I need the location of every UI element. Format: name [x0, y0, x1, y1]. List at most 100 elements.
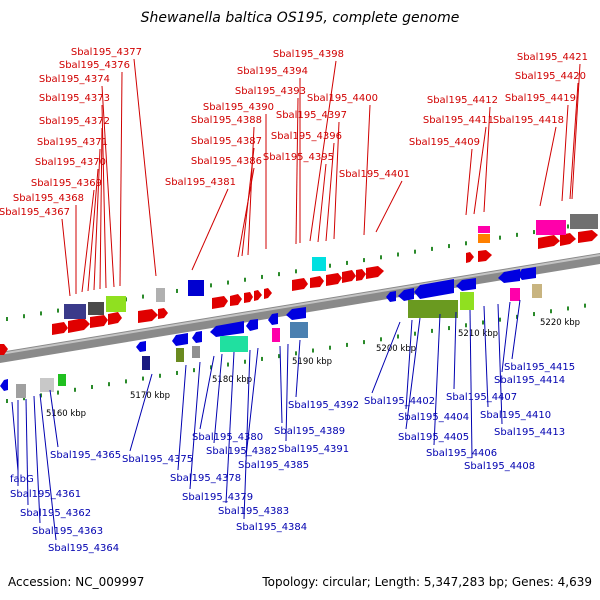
- tick-dot: [23, 314, 25, 319]
- gene-label: Sbal195_4398: [273, 49, 344, 60]
- gene-label: Sbal195_4368: [13, 193, 84, 204]
- forward-gene-arrow: [478, 250, 492, 262]
- forward-gene-arrow: [342, 270, 356, 283]
- forward-gene-arrow: [356, 269, 366, 281]
- forward-gene-arrow: [158, 308, 168, 319]
- reverse-gene-box: [290, 322, 308, 338]
- label-leader-line: [177, 364, 187, 471]
- gene-label: Sbal195_4375: [122, 454, 193, 465]
- reverse-gene-box: [176, 348, 184, 362]
- forward-gene-arrow: [254, 290, 262, 301]
- tick-dot: [329, 263, 331, 268]
- reverse-gene-arrow: [414, 279, 454, 299]
- gene-label: Sbal195_4421: [517, 52, 588, 63]
- label-leader-line: [571, 63, 581, 200]
- gene-label: Sbal195_4413: [494, 427, 565, 438]
- forward-gene-box: [88, 302, 104, 315]
- forward-gene-arrow: [68, 318, 90, 333]
- gene-label: Sbal195_4383: [218, 506, 289, 517]
- reverse-gene-arrow: [456, 278, 476, 291]
- forward-gene-arrow: [212, 296, 228, 309]
- tick-dot: [176, 288, 178, 293]
- gene-label: Sbal195_4414: [494, 375, 565, 386]
- scale-label: 5190 kbp: [292, 357, 332, 367]
- gene-label: Sbal195_4404: [398, 412, 469, 423]
- gene-label: Sbal195_4380: [192, 432, 263, 443]
- gene-label: Sbal195_4418: [493, 115, 564, 126]
- label-leader-line: [39, 393, 57, 541]
- tick-dot: [431, 246, 433, 251]
- label-leader-line: [99, 127, 103, 290]
- tick-dot: [346, 260, 348, 265]
- tick-dot: [363, 340, 365, 345]
- gene-label: Sbal195_4388: [191, 115, 262, 126]
- tick-dot: [142, 294, 144, 299]
- forward-gene-arrow: [138, 309, 158, 323]
- tick-dot: [448, 244, 450, 249]
- forward-gene-box: [312, 257, 326, 271]
- label-leader-line: [285, 343, 289, 442]
- forward-gene-arrow: [326, 273, 342, 286]
- forward-gene-arrow: [108, 312, 122, 325]
- tick-dot: [210, 283, 212, 288]
- tick-dot: [261, 274, 263, 279]
- forward-gene-box: [478, 226, 490, 233]
- gene-label: Sbal195_4382: [206, 446, 277, 457]
- forward-gene-labels: Sbal195_4367 Sbal195_4368 Sbal195_4369 Sbal…: [0, 47, 588, 297]
- gene-label: Sbal195_4394: [237, 66, 308, 77]
- label-leader-line: [363, 104, 371, 236]
- tick-dot: [278, 354, 280, 359]
- gene-label: Sbal195_4379: [182, 492, 253, 503]
- reverse-gene-box: [58, 374, 66, 386]
- reverse-gene-arrow: [518, 267, 536, 280]
- tick-dot: [346, 342, 348, 347]
- scale-label: 5170 kbp: [130, 391, 170, 401]
- label-leader-line: [49, 389, 59, 448]
- gene-label: Sbal195_4381: [165, 177, 236, 188]
- label-leader-line: [101, 85, 115, 288]
- reverse-gene-box: [40, 378, 54, 392]
- label-leader-line: [245, 347, 259, 458]
- tick-dot: [380, 255, 382, 260]
- gene-label: Sbal195_4415: [504, 362, 575, 373]
- label-leader-line: [279, 345, 283, 424]
- label-leader-line: [433, 313, 441, 446]
- reverse-gene-box: [272, 328, 280, 342]
- gene-label: Sbal195_4386: [191, 156, 262, 167]
- gene-label: Sbal195_4392: [288, 400, 359, 411]
- label-leader-line: [33, 395, 41, 524]
- gene-label: Sbal195_4405: [398, 432, 469, 443]
- label-leader-line: [561, 104, 569, 202]
- tick-dot: [533, 312, 535, 317]
- gene-label: Sbal195_4384: [236, 522, 307, 533]
- reverse-gene-arrow: [498, 269, 520, 283]
- gene-label: Sbal195_4374: [39, 74, 110, 85]
- gene-label: Sbal195_4393: [235, 86, 306, 97]
- gene-label: Sbal195_4409: [409, 137, 480, 148]
- reverse-gene-arrow: [268, 313, 278, 325]
- forward-gene-arrow: [310, 276, 324, 288]
- label-leader-line: [81, 189, 95, 293]
- gene-label: Sbal195_4407: [446, 392, 517, 403]
- label-leader-line: [375, 180, 403, 233]
- reverse-gene-arrow: [386, 291, 396, 302]
- tick-dot: [295, 351, 297, 356]
- reverse-gene-arrow: [172, 333, 188, 346]
- forward-strand-features: [0, 214, 598, 355]
- label-leader-line: [405, 319, 413, 410]
- gene-label: Sbal195_4362: [20, 508, 91, 519]
- genome-summary-text: Topology: circular; Length: 5,347,283 bp…: [261, 575, 592, 589]
- tick-dot: [465, 323, 467, 328]
- reverse-gene-arrow: [210, 321, 244, 337]
- forward-gene-arrow: [538, 235, 560, 249]
- gene-label: Sbal195_4411: [423, 115, 494, 126]
- label-leader-line: [11, 401, 19, 472]
- reverse-gene-labels: fabG Sbal195_4361 Sbal195_4362 Sbal195_4363…: [10, 299, 575, 554]
- reverse-gene-arrow: [0, 379, 8, 391]
- label-leader-line: [453, 311, 457, 390]
- reverse-gene-arrow: [246, 319, 258, 331]
- label-leader-line: [497, 303, 503, 425]
- label-leader-line: [133, 58, 157, 277]
- tick-dot: [176, 370, 178, 375]
